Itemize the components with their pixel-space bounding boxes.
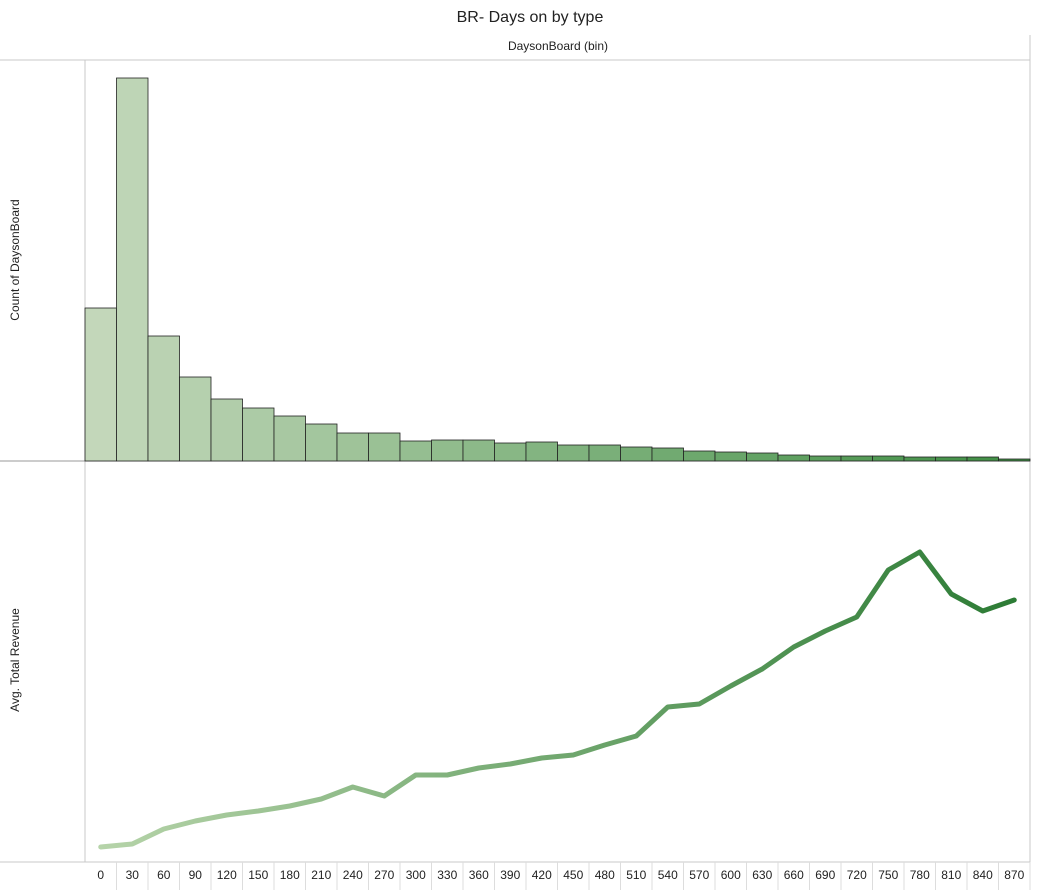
bar	[903, 456, 936, 462]
bar	[588, 444, 621, 462]
y-axis-title: Count of DaysonBoard	[8, 199, 22, 320]
bar	[935, 456, 968, 462]
y-axis-title: Avg. Total Revenue	[8, 608, 22, 712]
bar	[525, 441, 558, 462]
x-tick-label: 660	[784, 868, 804, 882]
bar	[998, 458, 1031, 462]
bar	[620, 446, 653, 462]
x-axis-title: DaysonBoard (bin)	[508, 39, 608, 53]
bar	[210, 398, 243, 462]
bar	[273, 415, 306, 462]
x-tick-label: 510	[626, 868, 646, 882]
bar	[462, 439, 495, 462]
x-tick-label: 870	[1004, 868, 1024, 882]
line	[98, 549, 1017, 850]
bar	[116, 77, 149, 462]
x-tick-label: 630	[752, 868, 772, 882]
bar	[966, 456, 999, 462]
x-tick-label: 810	[941, 868, 961, 882]
bar	[84, 307, 117, 462]
x-tick-label: 480	[595, 868, 615, 882]
bar	[399, 440, 432, 462]
bar	[242, 407, 275, 462]
bar	[557, 444, 590, 462]
bar	[368, 432, 401, 462]
x-tick-label: 840	[973, 868, 993, 882]
bar	[714, 451, 747, 462]
bar	[147, 335, 180, 462]
x-tick-label: 330	[437, 868, 457, 882]
bar	[777, 454, 810, 462]
x-tick-label: 150	[248, 868, 268, 882]
bar	[336, 432, 369, 462]
bar	[431, 439, 464, 462]
x-tick-label: 240	[343, 868, 363, 882]
bar	[872, 455, 905, 462]
x-tick-label: 780	[910, 868, 930, 882]
bar	[809, 455, 842, 462]
bar	[179, 376, 212, 462]
x-tick-label: 210	[311, 868, 331, 882]
chart-title: BR- Days on by type	[457, 9, 604, 26]
x-tick-label: 360	[469, 868, 489, 882]
x-tick-label: 60	[157, 868, 171, 882]
bar	[305, 423, 338, 462]
bar	[494, 442, 527, 462]
x-tick-label: 450	[563, 868, 583, 882]
bar	[840, 455, 873, 462]
x-tick-label: 180	[280, 868, 300, 882]
x-tick-label: 720	[847, 868, 867, 882]
x-tick-label: 750	[878, 868, 898, 882]
x-tick-label: 690	[815, 868, 835, 882]
x-tick-label: 600	[721, 868, 741, 882]
x-tick-label: 270	[374, 868, 394, 882]
x-tick-label: 90	[189, 868, 203, 882]
bar	[683, 450, 716, 462]
bar	[746, 452, 779, 462]
x-tick-label: 120	[217, 868, 237, 882]
bar	[651, 447, 684, 462]
x-tick-label: 570	[689, 868, 709, 882]
x-tick-label: 420	[532, 868, 552, 882]
x-tick-label: 390	[500, 868, 520, 882]
x-tick-label: 300	[406, 868, 426, 882]
x-tick-label: 30	[126, 868, 140, 882]
x-tick-label: 0	[97, 868, 104, 882]
x-tick-label: 540	[658, 868, 678, 882]
